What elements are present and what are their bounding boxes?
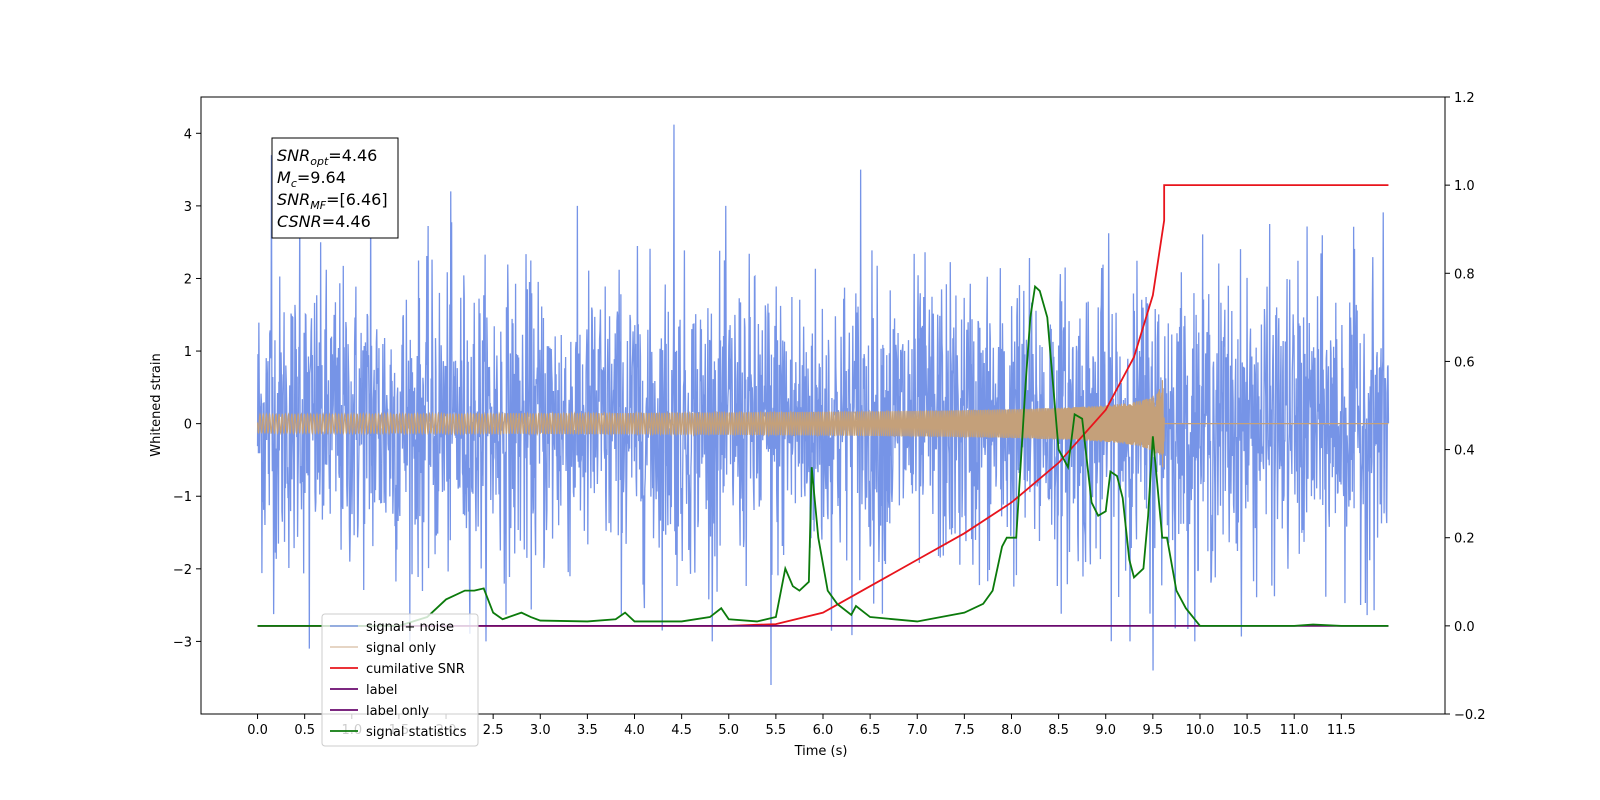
annotation-box [271,137,399,239]
annotation-symbol: SNR [277,146,310,165]
x-axis-label: Time (s) [794,744,848,759]
y-left-tick-label: 0 [184,418,192,433]
legend-entry-signal-statistics: signal statistics [366,725,467,740]
annotation-symbol: M [277,168,291,187]
annotation-value: =[6.46] [326,190,388,209]
x-tick-label: 11.5 [1327,723,1356,738]
x-tick-label: 8.0 [1001,723,1022,738]
annotation-subscript: MF [310,199,326,212]
annotation-line: CSNR=4.46 [277,212,371,231]
y-right-tick-label: 0.4 [1454,444,1475,459]
x-tick-label: 9.5 [1143,723,1164,738]
legend-entry-label: label [366,683,397,698]
x-tick-label: 0.0 [247,723,268,738]
x-tick-label: 0.5 [294,723,315,738]
x-tick-label: 8.5 [1048,723,1069,738]
y-axis-left: −3 −2 −1 0 1 2 3 4 [173,127,201,650]
series-cumilative-snr [257,184,1389,627]
y-left-tick-label: −3 [173,635,192,650]
y-left-tick-label: −1 [173,490,192,505]
y-axis-right: −0.2 0.0 0.2 0.4 0.6 0.8 1.0 1.2 [1445,91,1486,723]
y-left-tick-label: 1 [184,345,192,360]
annotation-symbol: CSNR [277,212,322,231]
annotation-value: =4.46 [328,146,377,165]
series-signal-statistics [257,284,1389,627]
x-tick-label: 4.5 [671,723,692,738]
annotation-line: SNRopt=4.46 [277,146,377,168]
series-signal-noise [256,124,1390,685]
annotation-symbol: SNR [277,190,310,209]
y-right-tick-label: −0.2 [1454,708,1486,723]
x-tick-label: 7.5 [954,723,975,738]
annotation-subscript: opt [310,155,329,168]
x-tick-label: 5.5 [766,723,787,738]
annotation-value: =4.46 [322,212,371,231]
x-axis: 0.00.51.01.52.02.53.03.54.04.55.05.56.06… [247,714,1356,738]
x-tick-label: 2.5 [483,723,504,738]
y-right-tick-label: 0.0 [1454,620,1475,635]
x-tick-label: 7.0 [907,723,928,738]
x-tick-label: 9.0 [1095,723,1116,738]
x-tick-label: 6.5 [860,723,881,738]
annotation-line: Mc=9.64 [277,168,346,190]
annotation-line: SNRMF=[6.46] [277,190,388,212]
legend: signal+ noise signal only cumilative SNR la… [321,613,479,747]
y-axis-left-label: Whitened strain [149,353,164,456]
legend-entry-cumilative-snr: cumilative SNR [366,662,465,677]
y-right-tick-label: 0.2 [1454,532,1475,547]
legend-entry-label-only: label only [366,704,429,719]
x-tick-label: 3.0 [530,723,551,738]
annotation-subscript: c [291,177,297,190]
y-right-tick-label: 0.8 [1454,267,1475,282]
y-left-tick-label: 3 [184,200,192,215]
x-tick-label: 10.0 [1185,723,1214,738]
series-signal-only [256,380,1389,468]
legend-box [321,613,479,747]
y-right-tick-label: 1.0 [1454,179,1475,194]
y-left-tick-label: −2 [173,563,192,578]
legend-entry-signal-only: signal only [366,641,436,656]
x-tick-label: 10.5 [1233,723,1262,738]
x-tick-label: 3.5 [577,723,598,738]
y-left-tick-label: 2 [184,272,192,287]
x-tick-label: 4.0 [624,723,645,738]
y-left-tick-label: 4 [184,127,192,142]
y-right-tick-label: 0.6 [1454,355,1475,370]
x-tick-label: 11.0 [1280,723,1309,738]
x-tick-label: 5.0 [718,723,739,738]
annotation-value: =9.64 [297,168,346,187]
legend-entry-signal-noise: signal+ noise [366,620,454,635]
y-right-tick-label: 1.2 [1454,91,1475,106]
x-tick-label: 6.0 [813,723,834,738]
